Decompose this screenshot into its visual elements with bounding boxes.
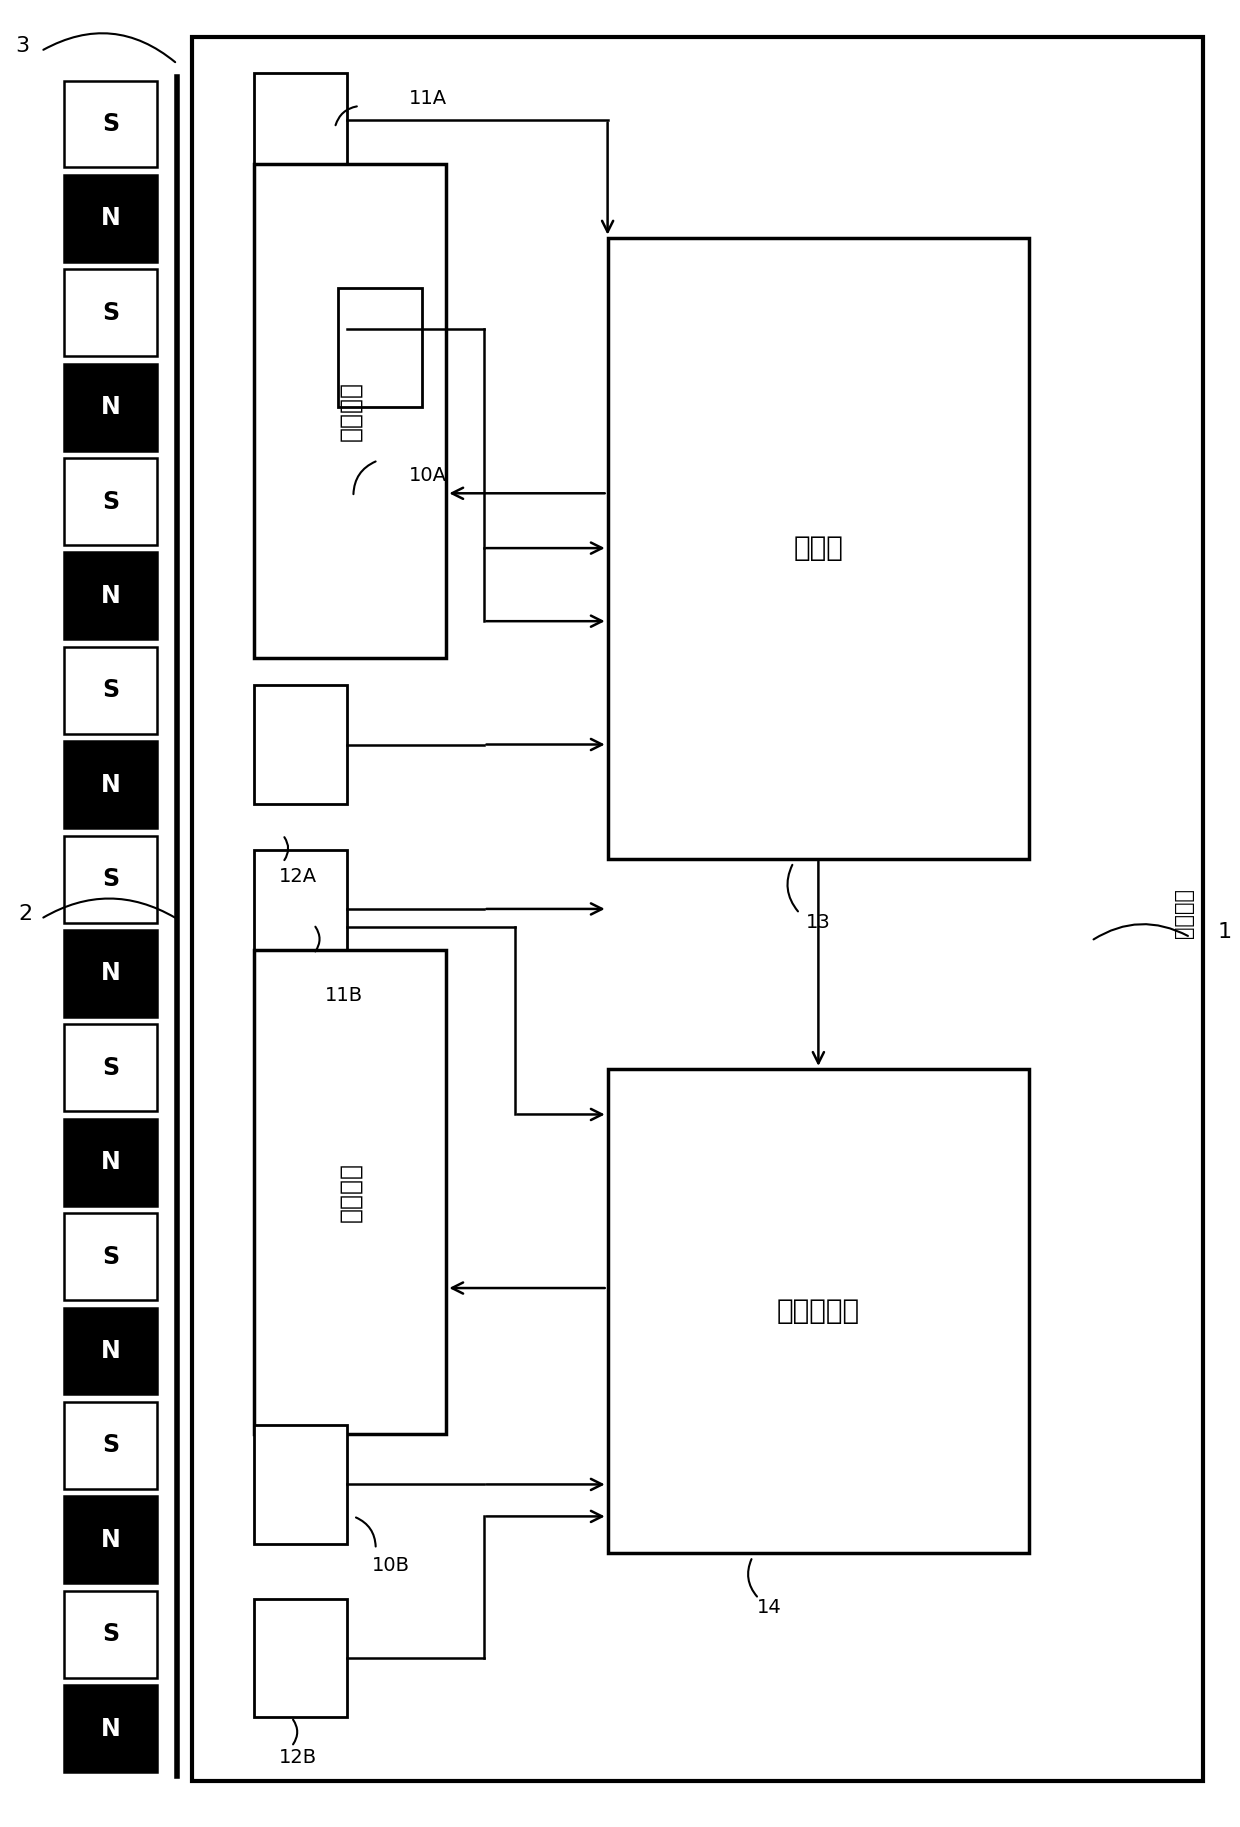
Bar <box>64 1401 157 1489</box>
Text: S: S <box>103 1434 119 1458</box>
Text: N: N <box>102 1527 120 1551</box>
Text: 搜运台车: 搜运台车 <box>1174 888 1194 939</box>
Bar <box>64 1591 157 1677</box>
Bar <box>254 950 446 1434</box>
Text: S: S <box>103 490 119 513</box>
Bar <box>254 685 347 804</box>
Bar <box>337 287 422 407</box>
Text: 13: 13 <box>806 914 831 932</box>
Text: S: S <box>103 1622 119 1646</box>
Bar <box>608 238 1029 859</box>
Text: 第二马达: 第二马达 <box>339 1162 362 1222</box>
Text: 3: 3 <box>15 37 29 55</box>
Bar <box>254 1425 347 1544</box>
Bar <box>64 269 157 356</box>
Bar <box>64 1684 157 1772</box>
Text: N: N <box>102 395 120 418</box>
Text: 12A: 12A <box>279 868 317 886</box>
Text: 12B: 12B <box>279 1748 317 1767</box>
Bar <box>64 835 157 923</box>
Bar <box>64 742 157 828</box>
Bar <box>64 80 157 168</box>
Text: S: S <box>103 868 119 892</box>
Bar <box>64 1496 157 1584</box>
Bar <box>64 459 157 544</box>
Text: N: N <box>102 1717 120 1741</box>
Text: 1: 1 <box>1218 923 1231 941</box>
Bar <box>64 1213 157 1301</box>
Text: 10B: 10B <box>372 1557 410 1575</box>
Text: N: N <box>102 585 120 608</box>
Text: 第一马达: 第一马达 <box>339 382 362 440</box>
Bar <box>64 930 157 1018</box>
Bar <box>64 647 157 734</box>
Bar <box>64 1118 157 1206</box>
Text: S: S <box>103 1244 119 1268</box>
Bar <box>608 1069 1029 1553</box>
Text: N: N <box>102 1339 120 1363</box>
Bar <box>254 73 347 210</box>
Text: S: S <box>103 1056 119 1080</box>
Text: 10A: 10A <box>409 466 448 484</box>
Bar <box>64 1025 157 1111</box>
Bar <box>192 37 1203 1781</box>
Text: 驱动控制部: 驱动控制部 <box>776 1297 861 1325</box>
Text: 11B: 11B <box>325 987 363 1005</box>
Text: 控制部: 控制部 <box>794 533 843 563</box>
Text: S: S <box>103 301 119 325</box>
Text: S: S <box>103 678 119 702</box>
Bar <box>254 164 446 658</box>
Text: N: N <box>102 1151 120 1175</box>
Bar <box>64 552 157 639</box>
Bar <box>64 364 157 451</box>
Text: N: N <box>102 206 120 230</box>
Bar <box>254 1599 347 1717</box>
Text: N: N <box>102 773 120 797</box>
Bar <box>254 850 347 968</box>
Text: N: N <box>102 961 120 985</box>
Text: 2: 2 <box>19 904 32 923</box>
Bar <box>64 175 157 261</box>
Text: 11A: 11A <box>409 90 448 108</box>
Text: 14: 14 <box>756 1599 781 1617</box>
Bar <box>64 1308 157 1394</box>
Text: S: S <box>103 111 119 135</box>
